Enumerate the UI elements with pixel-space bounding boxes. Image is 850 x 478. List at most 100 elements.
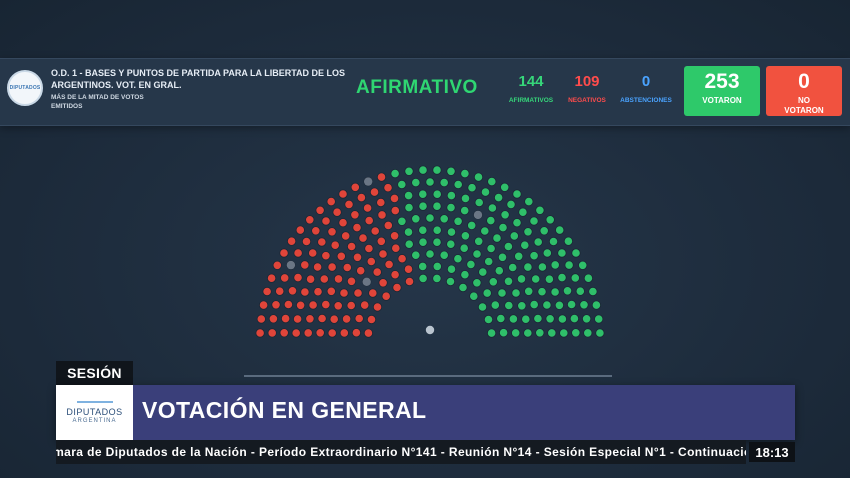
lower-third-title: VOTACIÓN EN GENERAL bbox=[142, 397, 427, 423]
seat bbox=[368, 288, 378, 298]
seat bbox=[404, 166, 414, 176]
seat bbox=[537, 287, 547, 297]
seat bbox=[557, 273, 567, 283]
news-ticker: ámara de Diputados de la Nación - Períod… bbox=[56, 440, 746, 464]
seat bbox=[256, 314, 266, 324]
seat bbox=[397, 216, 407, 226]
seat bbox=[358, 233, 368, 243]
seat bbox=[529, 216, 539, 226]
seat bbox=[523, 328, 533, 338]
negative-number: 109 bbox=[574, 73, 600, 90]
seat bbox=[321, 251, 331, 261]
seat bbox=[418, 225, 428, 235]
seat bbox=[571, 328, 581, 338]
seat bbox=[404, 276, 415, 287]
seat bbox=[488, 277, 498, 287]
seat bbox=[321, 216, 331, 226]
seat bbox=[477, 302, 488, 312]
seat bbox=[292, 314, 303, 324]
seat bbox=[487, 328, 497, 338]
seat bbox=[383, 220, 393, 231]
seat bbox=[550, 260, 560, 270]
seat bbox=[581, 314, 592, 324]
seat bbox=[432, 225, 442, 235]
seat bbox=[404, 190, 414, 201]
not-voted-label: NO VOTARON bbox=[766, 96, 842, 116]
seat bbox=[542, 300, 552, 310]
seat bbox=[327, 328, 337, 338]
seat bbox=[497, 252, 508, 262]
seat bbox=[268, 314, 279, 324]
seat bbox=[432, 189, 442, 199]
seat bbox=[418, 237, 428, 247]
seat bbox=[579, 300, 589, 310]
seat bbox=[418, 261, 428, 271]
seat bbox=[446, 190, 456, 201]
seat bbox=[535, 328, 545, 338]
logo-text: DIPUTADOS bbox=[9, 85, 41, 91]
seat bbox=[595, 328, 605, 338]
seat bbox=[432, 237, 442, 247]
seat bbox=[418, 273, 428, 283]
seat bbox=[445, 276, 456, 287]
seat bbox=[364, 243, 374, 254]
seat bbox=[344, 199, 354, 210]
seat bbox=[293, 248, 303, 258]
seat bbox=[356, 266, 366, 276]
seat bbox=[591, 300, 601, 310]
seat bbox=[439, 214, 449, 224]
seat bbox=[411, 250, 421, 260]
seat bbox=[460, 168, 470, 179]
seat bbox=[389, 193, 400, 204]
seat-absent bbox=[362, 277, 371, 286]
seat bbox=[490, 300, 500, 310]
seat bbox=[425, 213, 435, 223]
seat bbox=[478, 267, 488, 277]
seat bbox=[550, 287, 560, 297]
seat bbox=[319, 274, 329, 284]
seat bbox=[439, 250, 449, 260]
seat bbox=[539, 226, 549, 236]
seat bbox=[317, 237, 327, 247]
seat bbox=[537, 262, 547, 272]
seat bbox=[504, 300, 514, 311]
seat bbox=[366, 314, 377, 325]
seat-absent bbox=[364, 177, 373, 186]
seat bbox=[404, 203, 414, 213]
seat bbox=[559, 328, 569, 338]
seat bbox=[570, 273, 580, 283]
seat bbox=[326, 196, 336, 207]
seat bbox=[326, 286, 336, 296]
seat bbox=[338, 218, 348, 228]
seat bbox=[353, 288, 363, 298]
seat bbox=[494, 266, 504, 276]
seat bbox=[271, 300, 281, 310]
seat bbox=[523, 262, 533, 272]
seat bbox=[418, 201, 428, 211]
seat bbox=[333, 274, 344, 284]
seat bbox=[460, 193, 471, 204]
seat bbox=[305, 215, 315, 225]
seat bbox=[308, 300, 318, 310]
seat bbox=[432, 165, 442, 175]
seat bbox=[512, 218, 522, 228]
seat bbox=[548, 236, 559, 247]
seat bbox=[523, 227, 533, 237]
seat bbox=[306, 274, 316, 284]
seat bbox=[376, 172, 387, 182]
majority-rule: MÁS DE LA MITAD DE VOTOS EMITIDOS bbox=[51, 94, 144, 110]
seat bbox=[500, 210, 510, 220]
seat bbox=[524, 286, 534, 296]
seat bbox=[404, 239, 414, 249]
voted-box: 253 VOTARON bbox=[684, 66, 760, 116]
seat bbox=[392, 282, 402, 293]
seat bbox=[286, 236, 297, 246]
seat bbox=[564, 260, 574, 270]
seat bbox=[547, 328, 557, 338]
abstention-number: 0 bbox=[641, 73, 651, 90]
seat bbox=[516, 274, 527, 284]
seat bbox=[376, 197, 386, 208]
seat bbox=[280, 273, 290, 283]
seat bbox=[446, 227, 457, 237]
seat bbox=[500, 182, 510, 192]
